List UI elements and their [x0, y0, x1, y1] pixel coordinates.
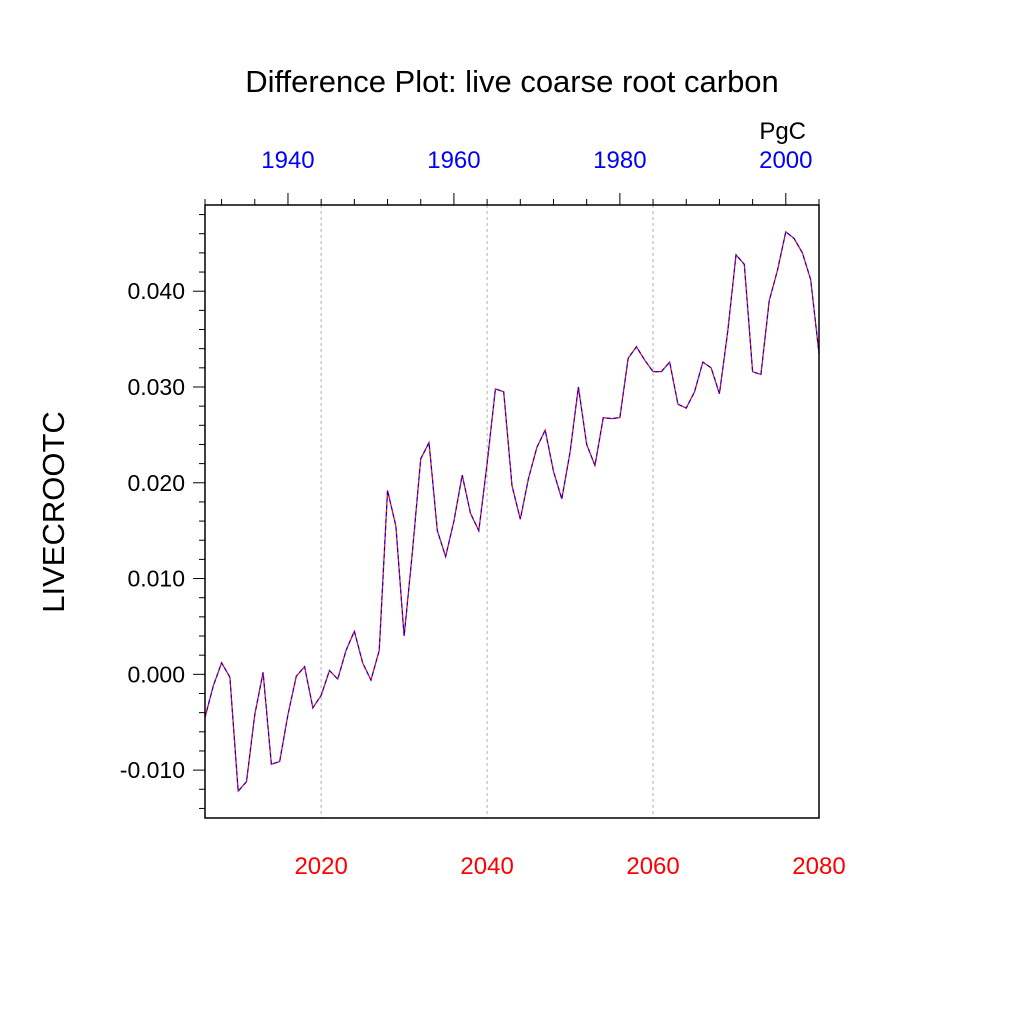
x-top-tick-label: 2000 — [759, 147, 812, 174]
x-bottom-tick-label: 2080 — [792, 853, 845, 880]
grid — [320, 205, 654, 818]
x-bottom-tick-label: 2060 — [626, 853, 679, 880]
y-tick-label: 0.040 — [127, 278, 185, 304]
plot-frame — [204, 204, 820, 819]
y-tick-label: 0.030 — [127, 374, 185, 400]
y-tick-label: 0.010 — [127, 566, 185, 592]
plot-lines — [204, 230, 820, 793]
x-bottom-tick-label: 2040 — [460, 853, 513, 880]
chart-title: Difference Plot: live coarse root carbon — [245, 64, 779, 99]
y-tick-label: -0.010 — [120, 757, 185, 783]
x-top-tick-label: 1960 — [427, 147, 480, 174]
series-line-red — [204, 230, 820, 793]
series-line-blue — [204, 230, 820, 793]
x-bottom-tick-label: 2020 — [294, 853, 347, 880]
y-tick-label: 0.000 — [127, 661, 185, 687]
y-axis: -0.010 0.000 0.010 0.020 0.030 0.040 — [120, 214, 205, 809]
x-axis-bottom: 2020 2040 2060 2080 — [294, 853, 845, 880]
x-top-tick-label: 1980 — [593, 147, 646, 174]
x-top-tick-label: 1940 — [261, 147, 314, 174]
units-label: PgC — [759, 118, 806, 145]
y-tick-label: 0.020 — [127, 470, 185, 496]
y-axis-label: LIVECROOTC — [36, 411, 71, 613]
x-axis-top: 1940 1960 1980 2000 — [204, 147, 820, 205]
